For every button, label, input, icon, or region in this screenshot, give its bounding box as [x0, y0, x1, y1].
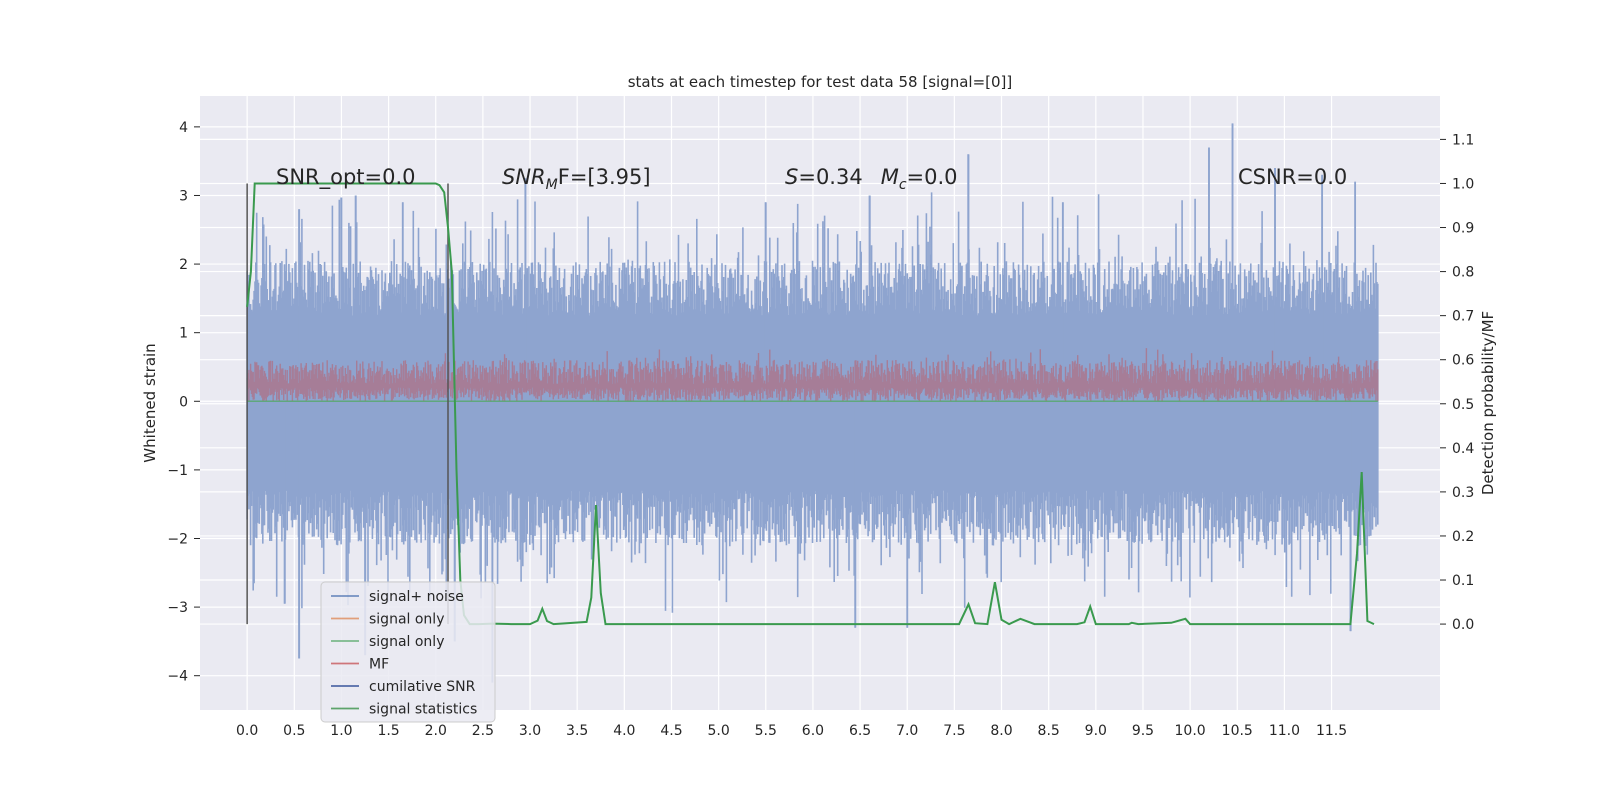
- x-tick-label: 2.0: [425, 723, 447, 739]
- y2-tick-label: 0.3: [1452, 485, 1474, 501]
- x-axis-ticks: 0.0 0.5 1.0 1.5 2.0 2.5 3.0 3.5 4.0 4.5 5.0 5.5 6.0 6…: [236, 723, 1347, 739]
- x-tick-label: 9.5: [1132, 723, 1154, 739]
- x-tick-label: 11.5: [1316, 723, 1347, 739]
- y-tick-label: −4: [167, 669, 188, 685]
- x-tick-label: 5.5: [755, 723, 777, 739]
- y2-tick-label: 0.5: [1452, 397, 1474, 413]
- series-signal-noise: [246, 123, 1379, 683]
- legend-label: MF: [369, 657, 389, 673]
- y-tick-label: −2: [167, 531, 188, 547]
- legend-label: cumilative SNR: [369, 679, 476, 695]
- y2-tick-label: 0.9: [1452, 221, 1474, 237]
- y-tick-label: 4: [179, 120, 188, 136]
- y2-tick-label: 0.6: [1452, 353, 1474, 369]
- y2-tick-label: 0.7: [1452, 309, 1474, 325]
- y-axis-label: Whitened strain: [141, 343, 159, 462]
- y-tick-label: −3: [167, 600, 188, 616]
- y2-tick-label: 0.2: [1452, 529, 1474, 545]
- vertical-markers: [246, 183, 449, 625]
- chart-title: stats at each timestep for test data 58 …: [628, 73, 1013, 91]
- x-tick-label: 7.5: [943, 723, 965, 739]
- legend-box: [320, 581, 496, 723]
- x-tick-label: 0.0: [236, 723, 258, 739]
- annotation-csnr: CSNR=0.0: [1238, 165, 1347, 189]
- y2-tick-label: 0.4: [1452, 441, 1474, 457]
- y-tick-label: 1: [179, 326, 188, 342]
- y2-tick-label: 0.1: [1452, 573, 1474, 589]
- x-tick-label: 3.5: [566, 723, 588, 739]
- x-tick-label: 1.0: [330, 723, 352, 739]
- y2-axis-label: Detection probability/MF: [1479, 311, 1497, 495]
- series-signal-statistics: [246, 182, 1375, 626]
- y-tick-label: −1: [167, 463, 188, 479]
- legend-label: signal statistics: [369, 702, 477, 718]
- y-tick-label: 3: [179, 188, 188, 204]
- x-tick-label: 9.0: [1085, 723, 1107, 739]
- x-tick-label: 6.5: [849, 723, 871, 739]
- annotation-snr-mf: SNRMF=[3.95]: [502, 165, 651, 193]
- right-axis-ticks: 0.0 0.1 0.2 0.3 0.4 0.5 0.6 0.7 0.8 0.9 1.0 1.1: [1440, 132, 1474, 633]
- legend: signal+ noise signal only signal only MF cum…: [320, 581, 496, 723]
- x-tick-label: 6.0: [802, 723, 824, 739]
- x-tick-label: 5.0: [707, 723, 729, 739]
- annotation-snr-opt: SNR_opt=0.0: [276, 165, 416, 190]
- y-tick-label: 2: [179, 257, 188, 273]
- legend-label: signal+ noise: [369, 589, 464, 605]
- y2-tick-label: 1.0: [1452, 176, 1474, 192]
- x-tick-label: 7.0: [896, 723, 918, 739]
- left-axis-ticks: −4 −3 −2 −1 0 1 2 3 4: [167, 120, 200, 685]
- x-tick-label: 8.0: [990, 723, 1012, 739]
- legend-label: signal only: [369, 612, 444, 628]
- x-tick-label: 3.0: [519, 723, 541, 739]
- x-tick-label: 0.5: [283, 723, 305, 739]
- y-tick-label: 0: [179, 394, 188, 410]
- annotation-s-mc: S=0.34 Mc=0.0: [785, 165, 958, 193]
- y2-tick-label: 0.8: [1452, 265, 1474, 281]
- y2-tick-label: 1.1: [1452, 132, 1474, 148]
- x-tick-label: 8.5: [1038, 723, 1060, 739]
- x-tick-label: 4.5: [660, 723, 682, 739]
- x-tick-label: 1.5: [377, 723, 399, 739]
- y2-tick-label: 0.0: [1452, 617, 1474, 633]
- x-tick-label: 2.5: [472, 723, 494, 739]
- x-tick-label: 10.5: [1222, 723, 1253, 739]
- x-tick-label: 4.0: [613, 723, 635, 739]
- signal-statistics-line: [246, 182, 1375, 626]
- x-tick-label: 11.0: [1269, 723, 1300, 739]
- x-tick-label: 10.0: [1175, 723, 1206, 739]
- legend-label: signal only: [369, 634, 444, 650]
